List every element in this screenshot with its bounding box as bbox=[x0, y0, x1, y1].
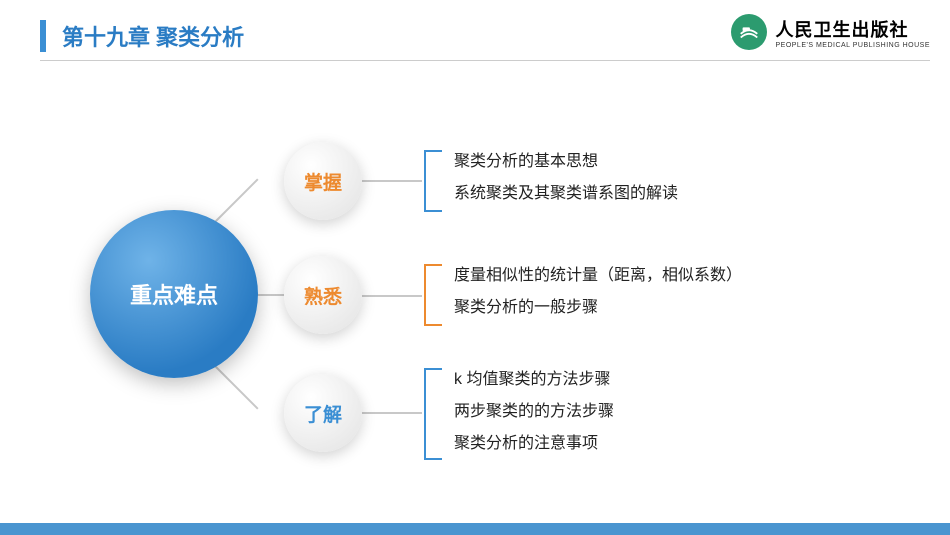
branch-node-understand: 了解 bbox=[284, 374, 362, 452]
detail-item: 聚类分析的基本思想 bbox=[454, 146, 678, 178]
connector-line bbox=[213, 178, 258, 223]
publisher-name-en: PEOPLE'S MEDICAL PUBLISHING HOUSE bbox=[775, 42, 930, 49]
title-underline bbox=[40, 60, 930, 61]
main-node: 重点难点 bbox=[90, 210, 258, 378]
connector-line bbox=[213, 364, 258, 409]
connector-line bbox=[362, 412, 422, 414]
branch-node-familiar: 熟悉 bbox=[284, 256, 362, 334]
concept-diagram: 重点难点掌握 聚类分析的基本思想系统聚类及其聚类谱系图的解读熟悉 度量相似性的统计量… bbox=[0, 90, 950, 510]
detail-item: 聚类分析的注意事项 bbox=[454, 428, 614, 460]
connector-line bbox=[362, 180, 422, 182]
slide-title: 第十九章 聚类分析 bbox=[62, 20, 244, 52]
publisher-name-cn: 人民卫生出版社 bbox=[775, 16, 930, 42]
connector-line bbox=[256, 294, 284, 296]
slide-title-bar: 第十九章 聚类分析 bbox=[40, 20, 244, 52]
detail-item: 聚类分析的一般步骤 bbox=[454, 292, 742, 324]
detail-item: 系统聚类及其聚类谱系图的解读 bbox=[454, 178, 678, 210]
branch-node-grasp: 掌握 bbox=[284, 142, 362, 220]
connector-line bbox=[362, 295, 422, 297]
detail-list-familiar: 度量相似性的统计量（距离，相似系数）聚类分析的一般步骤 bbox=[454, 260, 742, 324]
bracket-grasp bbox=[424, 150, 442, 212]
bracket-understand bbox=[424, 368, 442, 460]
footer-bar bbox=[0, 523, 950, 535]
detail-list-grasp: 聚类分析的基本思想系统聚类及其聚类谱系图的解读 bbox=[454, 146, 678, 210]
detail-item: k 均值聚类的方法步骤 bbox=[454, 364, 614, 396]
detail-item: 两步聚类的的方法步骤 bbox=[454, 396, 614, 428]
title-accent bbox=[40, 20, 46, 52]
publisher-logo-icon bbox=[731, 14, 767, 50]
publisher-logo: 人民卫生出版社 PEOPLE'S MEDICAL PUBLISHING HOUS… bbox=[731, 14, 930, 50]
detail-list-understand: k 均值聚类的方法步骤两步聚类的的方法步骤聚类分析的注意事项 bbox=[454, 364, 614, 460]
detail-item: 度量相似性的统计量（距离，相似系数） bbox=[454, 260, 742, 292]
bracket-familiar bbox=[424, 264, 442, 326]
